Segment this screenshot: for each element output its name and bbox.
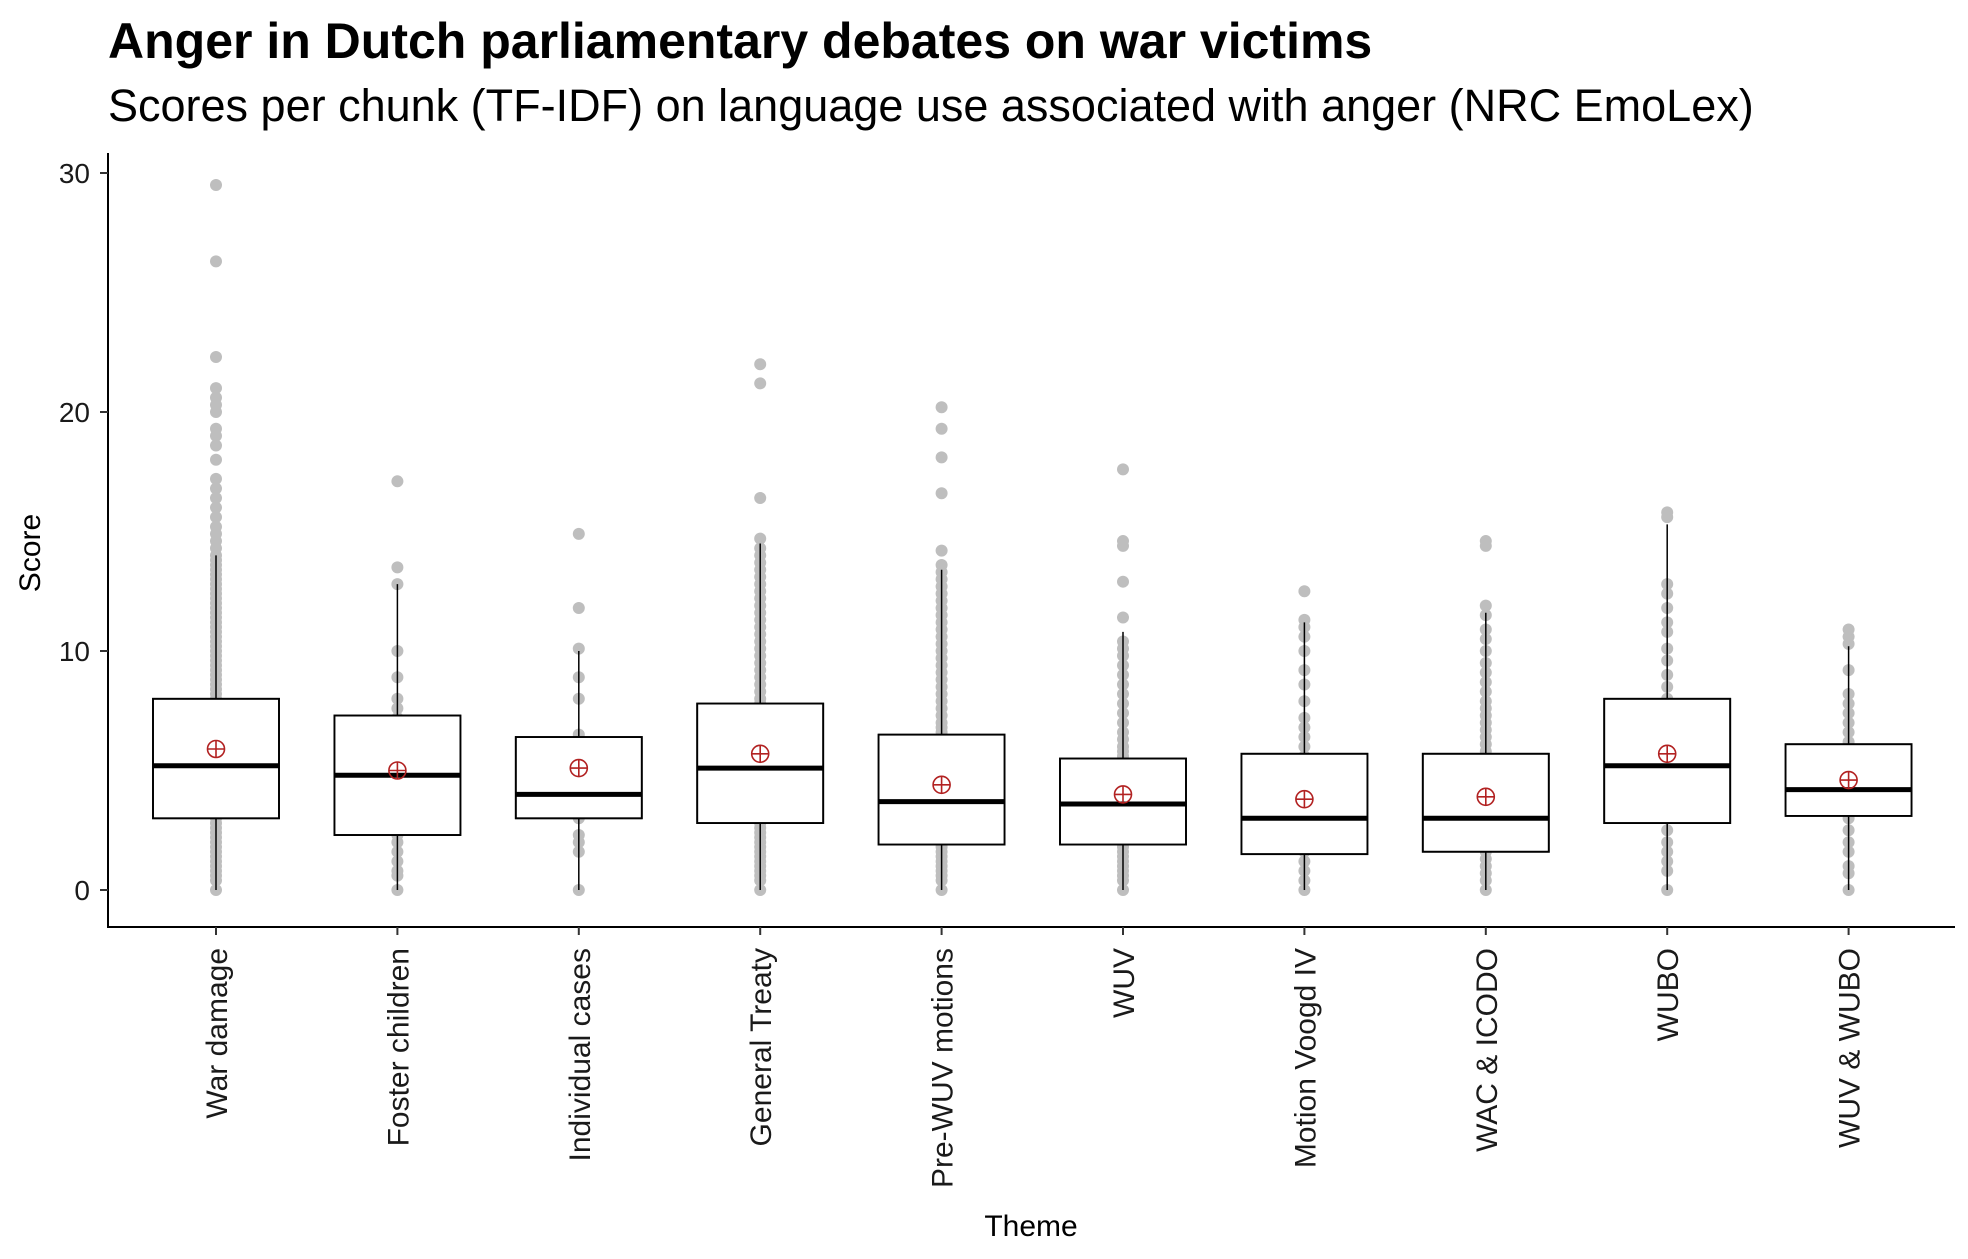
x-tick-label-wuv-wubo: WUV & WUBO — [1834, 948, 1867, 1148]
box-iqr — [514, 736, 643, 820]
data-point — [210, 472, 222, 485]
data-point — [1298, 585, 1311, 598]
data-point — [572, 601, 585, 614]
box-wuv — [1059, 631, 1187, 890]
data-point — [935, 401, 948, 414]
x-tick-label-motion-voogd-iv: Motion Voogd IV — [1289, 948, 1322, 1168]
y-axis-title: Score — [14, 514, 47, 592]
axes-layer — [107, 153, 1955, 928]
data-point — [210, 482, 222, 495]
x-ticks-layer: War damage Foster children Individual case… — [201, 927, 1867, 1188]
data-point — [210, 439, 222, 452]
data-point — [210, 255, 222, 268]
x-tick-label-general-treaty: General Treaty — [745, 948, 778, 1146]
data-point — [210, 511, 222, 524]
x-tick-label-foster-children: Foster children — [382, 948, 415, 1146]
data-point — [210, 492, 222, 505]
x-tick-label-war-damage: War damage — [201, 948, 234, 1119]
data-point — [1842, 623, 1855, 636]
chart-title: Anger in Dutch parliamentary debates on … — [108, 13, 1373, 69]
mean-marker-war-damage — [206, 739, 226, 759]
data-point — [391, 475, 404, 488]
mean-marker-wac-icodo — [1476, 787, 1496, 807]
box-foster-children — [333, 584, 462, 890]
box-outline-wuv — [1059, 757, 1187, 846]
data-point — [1117, 575, 1129, 588]
box-outline-pre-wuv-motions — [877, 733, 1006, 846]
data-point — [1298, 613, 1311, 626]
mean-marker-wuv-wubo — [1839, 770, 1858, 790]
y-tick-label: 20 — [59, 397, 90, 428]
box-outline-motion-voogd-iv — [1240, 752, 1369, 856]
box-motion-voogd-iv — [1240, 622, 1369, 890]
box-wuv-wubo — [1784, 646, 1913, 890]
box-outline-wubo — [1603, 697, 1732, 824]
data-point — [210, 501, 222, 514]
mean-marker-wuv — [1113, 785, 1133, 804]
mean-marker-foster-children — [388, 761, 407, 780]
data-point — [935, 422, 948, 435]
box-pre-wuv-motions — [877, 569, 1006, 890]
box-general-treaty — [696, 543, 825, 890]
x-tick-label-wubo: WUBO — [1652, 948, 1685, 1041]
box-outline-general-treaty — [696, 702, 825, 824]
box-war-damage — [152, 555, 280, 890]
mean-marker-pre-wuv-motions — [932, 775, 951, 795]
data-point — [210, 422, 222, 435]
box-iqr — [696, 702, 825, 824]
mean-markers-layer — [152, 697, 1913, 856]
mean-marker-motion-voogd-iv — [1295, 789, 1314, 809]
box-outline-individual-cases — [514, 736, 643, 820]
box-iqr — [152, 697, 280, 820]
boxes-layer — [152, 524, 1913, 890]
data-point — [935, 558, 948, 571]
data-point — [210, 382, 222, 395]
y-tick-label: 0 — [74, 875, 90, 906]
box-outline-wac-icodo — [1421, 752, 1550, 853]
data-point — [1661, 506, 1674, 519]
mean-marker-wubo — [1657, 744, 1677, 764]
chart-subtitle: Scores per chunk (TF-IDF) on language us… — [108, 80, 1754, 131]
data-point — [935, 544, 948, 557]
data-point — [1479, 535, 1492, 548]
data-point — [935, 487, 948, 500]
x-tick-label-individual-cases: Individual cases — [564, 948, 597, 1161]
data-point — [572, 527, 585, 540]
data-point — [1117, 463, 1129, 476]
data-point — [210, 453, 222, 466]
mean-marker-individual-cases — [569, 758, 589, 778]
data-point — [572, 642, 585, 655]
x-tick-label-wac-icodo: WAC & ICODO — [1471, 948, 1504, 1152]
data-point — [210, 520, 222, 533]
data-point — [210, 351, 222, 364]
data-point — [210, 391, 222, 404]
box-outline-wuv-wubo — [1784, 743, 1913, 817]
data-point — [754, 358, 767, 371]
data-point — [935, 451, 948, 464]
y-tick-label: 10 — [59, 636, 90, 667]
x-tick-label-wuv: WUV — [1108, 948, 1141, 1018]
mean-marker-general-treaty — [750, 744, 770, 764]
x-tick-label-pre-wuv-motions: Pre-WUV motions — [927, 948, 960, 1188]
data-point — [1117, 535, 1129, 548]
data-point — [210, 178, 222, 191]
box-outline-foster-children — [333, 714, 462, 836]
box-wubo — [1603, 524, 1732, 890]
data-point — [391, 561, 404, 574]
box-wac-icodo — [1421, 612, 1550, 890]
data-point — [754, 532, 767, 545]
data-point — [754, 492, 767, 505]
data-point — [1117, 611, 1129, 624]
box-outline-war-damage — [152, 697, 280, 820]
y-tick-label: 30 — [59, 158, 90, 189]
data-point — [754, 377, 767, 390]
y-ticks-layer: 0 10 20 30 — [59, 158, 108, 906]
x-axis-title: Theme — [984, 1210, 1077, 1243]
data-point — [1479, 599, 1492, 612]
